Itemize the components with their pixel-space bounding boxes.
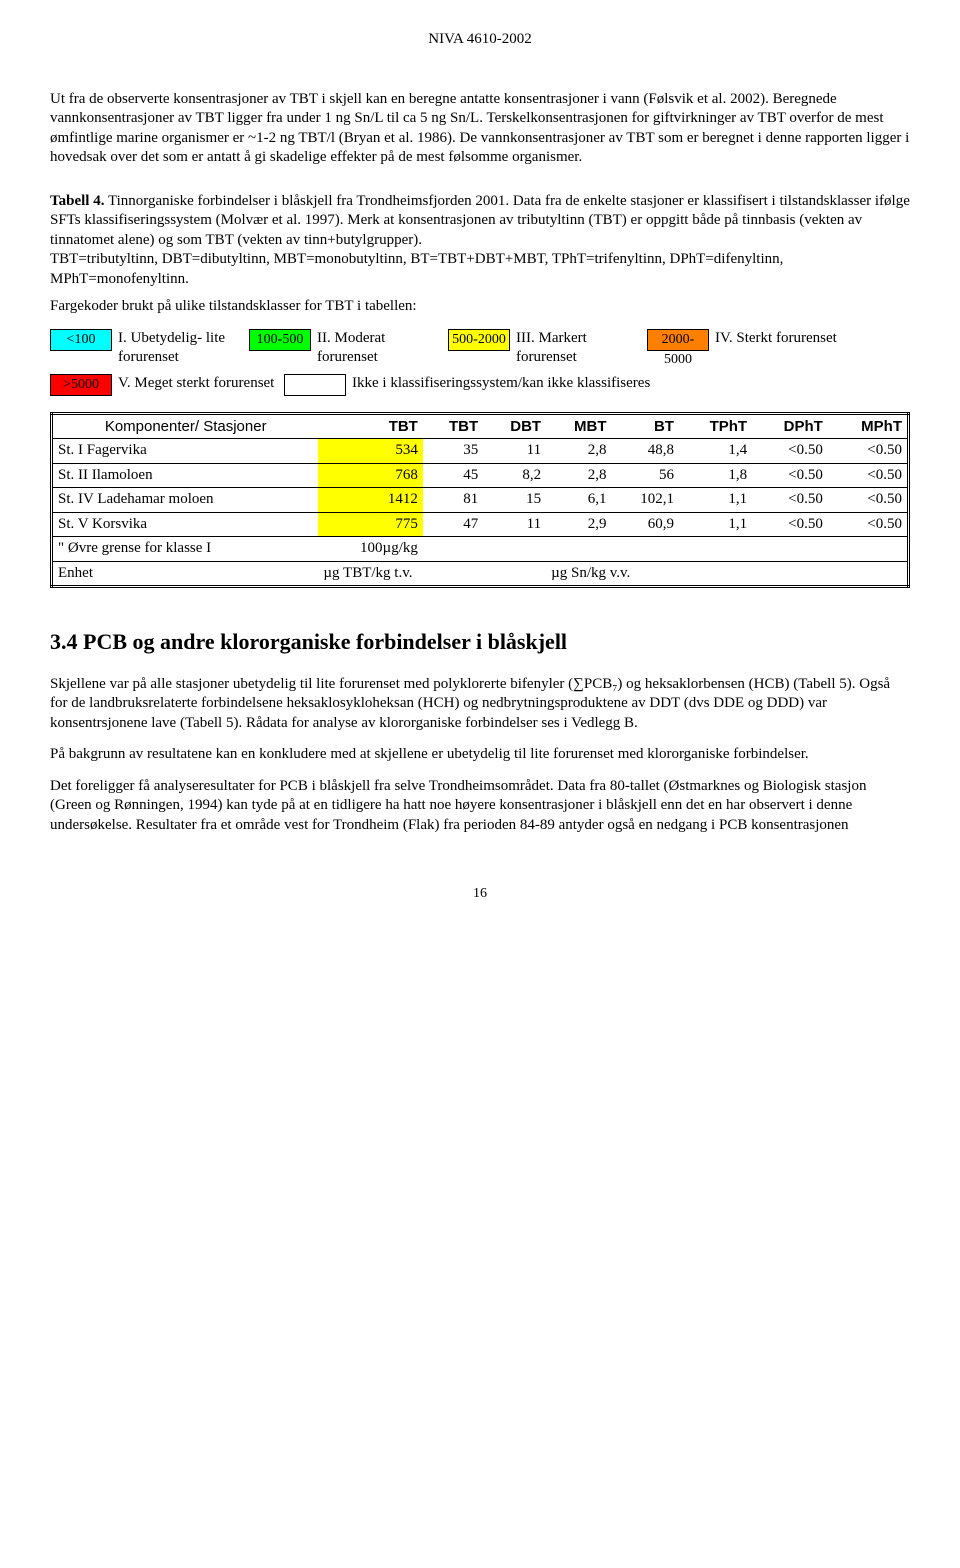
cell-2-6: <0.50 (752, 488, 828, 513)
cell-2-7: <0.50 (828, 488, 909, 513)
paragraph-1: Ut fra de observerte konsentrasjoner av … (50, 90, 910, 168)
document-header: NIVA 4610-2002 (50, 30, 910, 50)
cell-1-3: 2,8 (546, 463, 611, 488)
cell-2-2: 15 (483, 488, 546, 513)
cell-0-7: <0.50 (828, 439, 909, 464)
col-dbt: DBT (483, 413, 546, 439)
legend-swatch-5: >5000 (50, 374, 112, 396)
cell-3-5: 1,1 (679, 512, 752, 537)
cell-2-3: 6,1 (546, 488, 611, 513)
legend-swatch-2: 100-500 (249, 329, 311, 351)
cell-3-3: 2,9 (546, 512, 611, 537)
row-name-1: St. II Ilamoloen (52, 463, 319, 488)
cell-3-2: 11 (483, 512, 546, 537)
table4-data: Komponenter/ Stasjoner TBT TBT DBT MBT B… (50, 412, 910, 589)
cell-2-0: 1412 (318, 488, 422, 513)
cell-3-6: <0.50 (752, 512, 828, 537)
cell-1-1: 45 (423, 463, 483, 488)
legend-intro: Fargekoder brukt på ulike tilstandsklass… (50, 297, 910, 317)
section-heading-3-4: 3.4 PCB og andre klororganiske forbindel… (50, 628, 910, 657)
cell-1-0: 768 (318, 463, 422, 488)
legend-label-1: I. Ubetydelig- lite forurenset (118, 329, 243, 368)
row-name-3: St. V Korsvika (52, 512, 319, 537)
cell-3-1: 47 (423, 512, 483, 537)
cell-2-1: 81 (423, 488, 483, 513)
legend-label-5: V. Meget sterkt forurenset (118, 374, 278, 394)
cell-0-3: 2,8 (546, 439, 611, 464)
cell-3-0: 775 (318, 512, 422, 537)
legend-label-2: II. Moderat forurenset (317, 329, 442, 368)
cell-2-5: 1,1 (679, 488, 752, 513)
cell-0-6: <0.50 (752, 439, 828, 464)
table4-caption-text: Tinnorganiske forbindelser i blåskjell f… (50, 193, 910, 248)
table-row: St. IV Ladehamar moloen 1412 81 15 6,1 1… (52, 488, 909, 513)
cell-0-5: 1,4 (679, 439, 752, 464)
col-tbt1: TBT (318, 413, 422, 439)
legend-label-3: III. Markert forurenset (516, 329, 641, 368)
cell-0-1: 35 (423, 439, 483, 464)
row-name-2: St. IV Ladehamar moloen (52, 488, 319, 513)
cell-2-4: 102,1 (612, 488, 679, 513)
unit-val1: µg TBT/kg t.v. (318, 561, 546, 587)
legend-swatch-4: 2000-5000 (647, 329, 709, 351)
limit-val: 100µg/kg (318, 537, 422, 562)
col-mpht: MPhT (828, 413, 909, 439)
unit-val2: µg Sn/kg v.v. (546, 561, 908, 587)
legend-swatch-6 (284, 374, 346, 396)
table-row: St. II Ilamoloen 768 45 8,2 2,8 56 1,8 <… (52, 463, 909, 488)
table-row-limit: " Øvre grense for klasse I 100µg/kg (52, 537, 909, 562)
table-row-unit: Enhet µg TBT/kg t.v. µg Sn/kg v.v. (52, 561, 909, 587)
page-number: 16 (50, 885, 910, 903)
legend-swatch-1: <100 (50, 329, 112, 351)
cell-0-4: 48,8 (612, 439, 679, 464)
legend-swatch-3: 500-2000 (448, 329, 510, 351)
paragraph-2: Skjellene var på alle stasjoner ubetydel… (50, 675, 910, 734)
paragraph-4: Det foreligger få analyseresultater for … (50, 777, 910, 836)
legend-label-4: IV. Sterkt forurenset (715, 329, 840, 349)
legend-row-1: <100 I. Ubetydelig- lite forurenset 100-… (50, 329, 910, 368)
cell-1-7: <0.50 (828, 463, 909, 488)
col-mbt: MBT (546, 413, 611, 439)
limit-name: " Øvre grense for klasse I (52, 537, 319, 562)
cell-1-5: 1,8 (679, 463, 752, 488)
table-row: St. V Korsvika 775 47 11 2,9 60,9 1,1 <0… (52, 512, 909, 537)
unit-name: Enhet (52, 561, 319, 587)
paragraph-3: På bakgrunn av resultatene kan en konklu… (50, 745, 910, 765)
col-tbt2: TBT (423, 413, 483, 439)
cell-1-6: <0.50 (752, 463, 828, 488)
cell-3-7: <0.50 (828, 512, 909, 537)
legend-row-2: >5000 V. Meget sterkt forurenset Ikke i … (50, 374, 910, 396)
col-dpht: DPhT (752, 413, 828, 439)
cell-1-4: 56 (612, 463, 679, 488)
cell-0-2: 11 (483, 439, 546, 464)
table4-caption: Tabell 4. Tinnorganiske forbindelser i b… (50, 192, 910, 290)
cell-1-2: 8,2 (483, 463, 546, 488)
table-header-components: Komponenter/ Stasjoner (52, 413, 319, 439)
table4-label: Tabell 4. (50, 193, 104, 209)
col-bt: BT (612, 413, 679, 439)
table4-abbrev: TBT=tributyltinn, DBT=dibutyltinn, MBT=m… (50, 251, 783, 287)
legend-label-6: Ikke i klassifiseringssystem/kan ikke kl… (352, 374, 650, 394)
cell-0-0: 534 (318, 439, 422, 464)
col-tpht: TPhT (679, 413, 752, 439)
cell-3-4: 60,9 (612, 512, 679, 537)
table-row: St. I Fagervika 534 35 11 2,8 48,8 1,4 <… (52, 439, 909, 464)
row-name-0: St. I Fagervika (52, 439, 319, 464)
